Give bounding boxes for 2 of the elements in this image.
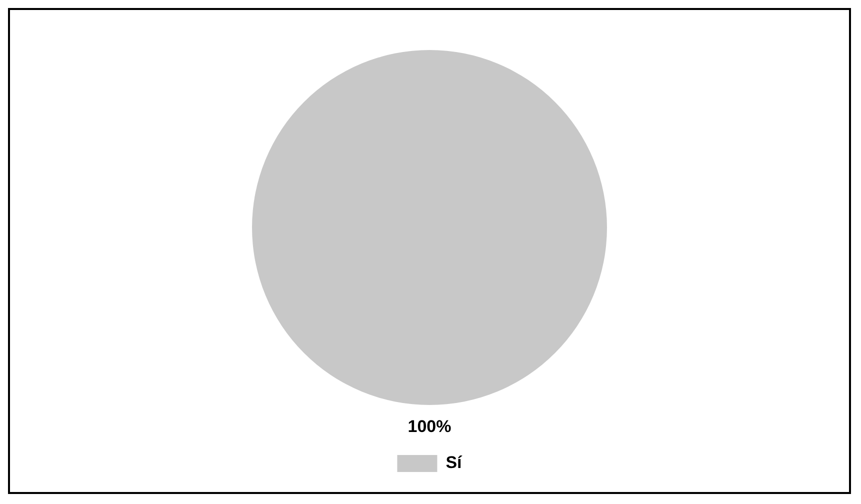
- legend-label: Sí: [446, 453, 464, 472]
- data-label: 100%: [408, 417, 452, 436]
